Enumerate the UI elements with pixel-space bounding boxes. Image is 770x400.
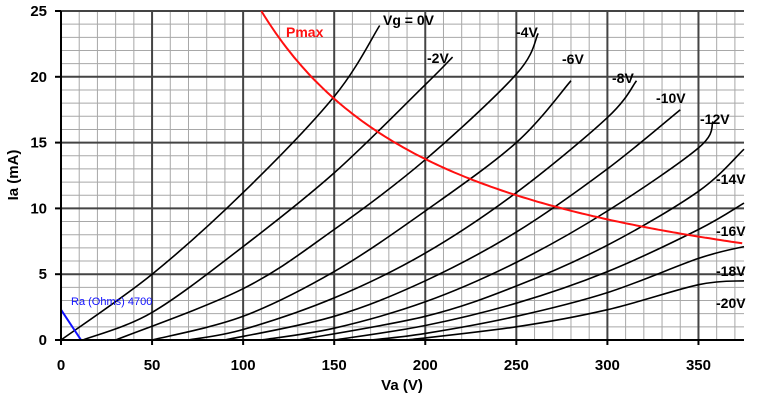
x-axis-label: Va (V) (381, 377, 423, 394)
curve-label: -6V (562, 51, 584, 67)
load-line-layer: Ra (Ohms) 4700 (60, 296, 152, 341)
curve-label: -2V (427, 50, 449, 66)
curve-label: -10V (656, 90, 686, 106)
x-tick-label: 350 (686, 357, 711, 374)
plate-curve (151, 80, 572, 341)
curve-label: Vg = 0V (383, 12, 435, 28)
plate-curves: Vg = 0V -2V -4V -6V -8V -10V -12V -14V -16V -18V -… (60, 12, 746, 341)
x-tick-label: 100 (231, 357, 256, 374)
plate-curve (334, 202, 745, 341)
curve-label: -18V (716, 263, 746, 279)
x-tick-label: 150 (322, 357, 347, 374)
plate-curve (188, 80, 638, 341)
plate-curve (115, 33, 539, 341)
pmax-curve (260, 10, 743, 245)
axes (55, 10, 744, 345)
plate-curve (261, 121, 714, 341)
plate-curve (82, 56, 454, 341)
curve-label: -12V (700, 111, 730, 127)
pmax-label: Pmax (286, 24, 324, 40)
curve-label: -4V (516, 24, 538, 40)
plate-curve (60, 25, 381, 341)
y-tick-label: 10 (30, 200, 47, 217)
y-tick-label: 5 (39, 266, 47, 283)
x-tick-label: 200 (413, 357, 438, 374)
x-tick-label: 300 (595, 357, 620, 374)
y-tick-label: 15 (30, 135, 47, 152)
x-tick-label: 50 (144, 357, 161, 374)
plate-curve (370, 245, 745, 341)
plate-curve (407, 280, 745, 341)
curve-label: -14V (716, 171, 746, 187)
plate-curve (297, 148, 745, 341)
load-line (60, 309, 82, 341)
y-tick-label: 20 (30, 69, 47, 86)
curve-label: -20V (716, 295, 746, 311)
curve-label: -16V (716, 223, 746, 239)
tick-labels: 0 50 100 150 200 250 300 350 0 5 10 15 20 25 (30, 3, 711, 374)
pmax-layer: Pmax (260, 10, 743, 245)
x-tick-label: 250 (504, 357, 529, 374)
load-line-label: Ra (Ohms) 4700 (71, 296, 152, 308)
y-tick-label: 0 (39, 332, 47, 349)
plate-curve (224, 109, 681, 341)
curve-label: -8V (612, 70, 634, 86)
x-tick-label: 0 (57, 357, 65, 374)
y-axis-label: Ia (mA) (5, 150, 22, 201)
y-tick-label: 25 (30, 3, 47, 20)
